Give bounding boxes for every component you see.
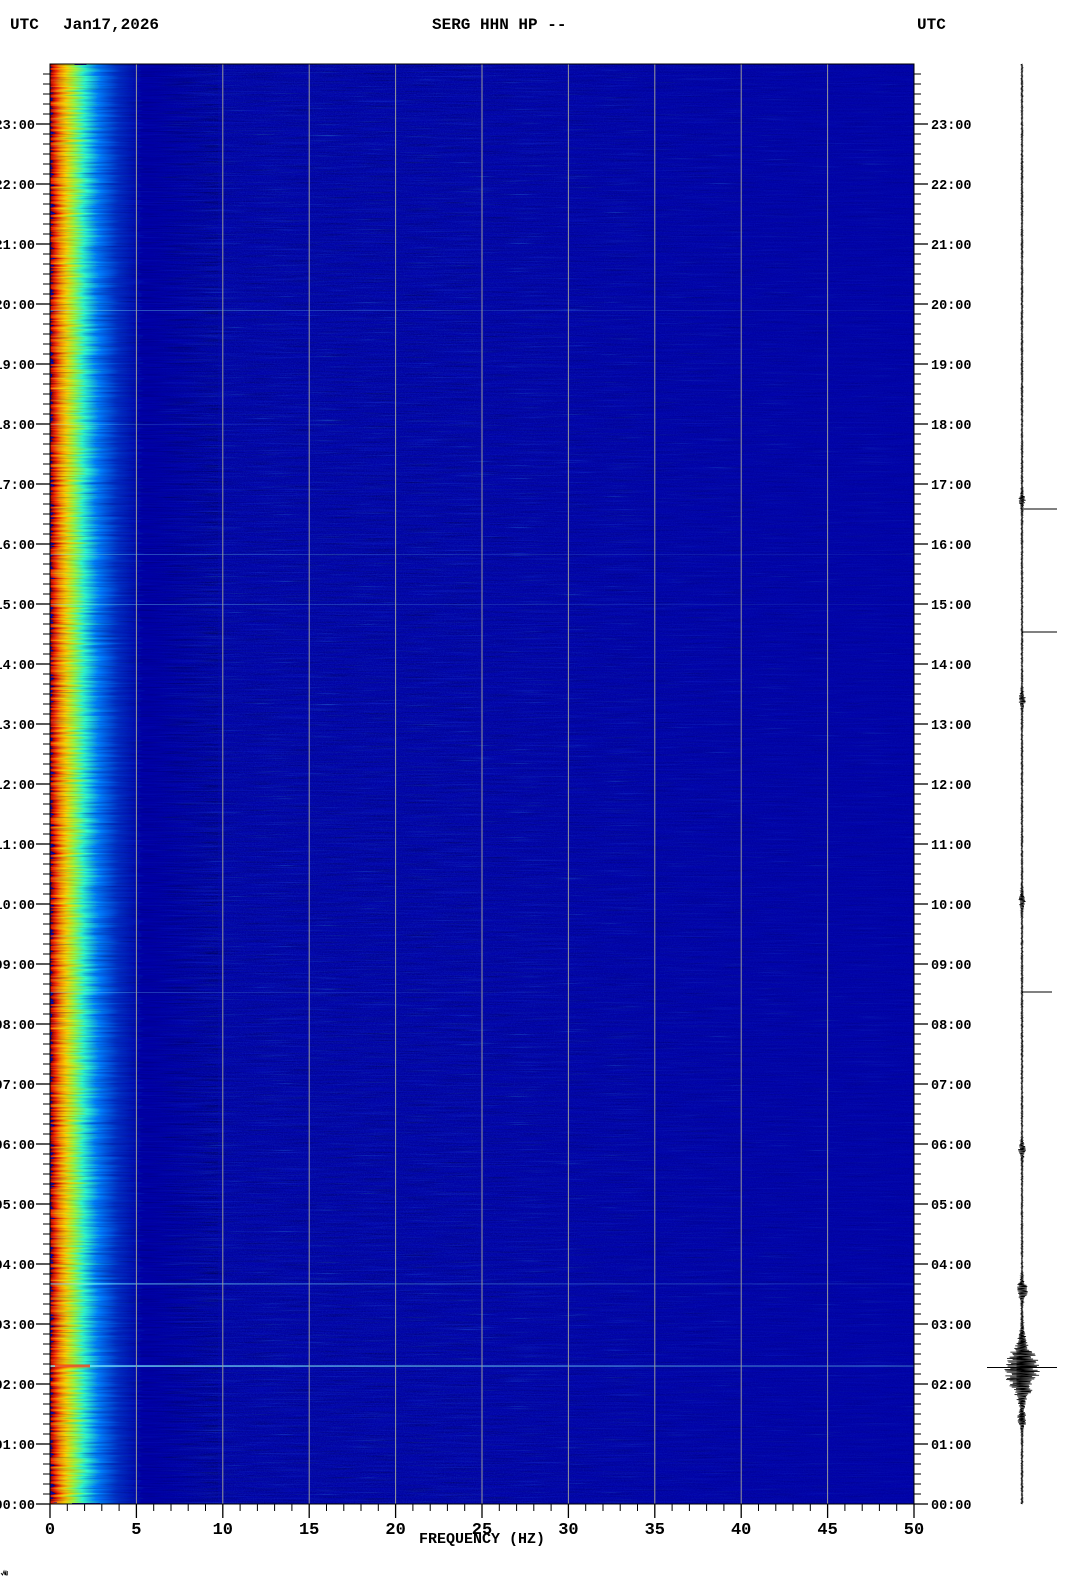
svg-text:15: 15 [299, 1521, 319, 1540]
svg-text:18:00: 18:00 [0, 419, 35, 434]
svg-text:SERG HHN HP --: SERG HHN HP -- [432, 16, 566, 34]
svg-text:03:00: 03:00 [0, 1319, 35, 1334]
svg-text:17:00: 17:00 [0, 479, 35, 494]
svg-text:50: 50 [904, 1521, 924, 1540]
svg-text:03:00: 03:00 [931, 1319, 972, 1334]
svg-text:07:00: 07:00 [0, 1079, 35, 1094]
svg-text:16:00: 16:00 [931, 539, 972, 554]
svg-text:22:00: 22:00 [0, 179, 35, 194]
svg-text:07:00: 07:00 [931, 1079, 972, 1094]
svg-text:10: 10 [213, 1521, 233, 1540]
svg-text:09:00: 09:00 [931, 959, 972, 974]
svg-text:19:00: 19:00 [931, 359, 972, 374]
svg-text:09:00: 09:00 [0, 959, 35, 974]
svg-text:13:00: 13:00 [931, 719, 972, 734]
svg-text:Jan17,2026: Jan17,2026 [63, 16, 159, 34]
svg-text:23:00: 23:00 [0, 119, 35, 134]
svg-text:04:00: 04:00 [0, 1259, 35, 1274]
svg-text:15:00: 15:00 [0, 599, 35, 614]
svg-text:06:00: 06:00 [0, 1139, 35, 1154]
svg-text:05:00: 05:00 [0, 1199, 35, 1214]
svg-text:02:00: 02:00 [931, 1379, 972, 1394]
svg-text:04:00: 04:00 [931, 1259, 972, 1274]
svg-text:02:00: 02:00 [0, 1379, 35, 1394]
svg-text:25: 25 [472, 1521, 492, 1540]
svg-text:17:00: 17:00 [931, 479, 972, 494]
svg-text:21:00: 21:00 [931, 239, 972, 254]
svg-text:UTC: UTC [917, 16, 946, 34]
svg-text:08:00: 08:00 [931, 1019, 972, 1034]
svg-text:01:00: 01:00 [931, 1439, 972, 1454]
svg-text:20: 20 [385, 1521, 405, 1540]
svg-text:5: 5 [131, 1521, 141, 1540]
svg-text:00:00: 00:00 [931, 1499, 972, 1514]
svg-text:12:00: 12:00 [0, 779, 35, 794]
svg-text:22:00: 22:00 [931, 179, 972, 194]
svg-text:35: 35 [645, 1521, 665, 1540]
svg-text:14:00: 14:00 [931, 659, 972, 674]
svg-text:10:00: 10:00 [0, 899, 35, 914]
svg-text:19:00: 19:00 [0, 359, 35, 374]
svg-text:21:00: 21:00 [0, 239, 35, 254]
svg-text:23:00: 23:00 [931, 119, 972, 134]
svg-text:10:00: 10:00 [931, 899, 972, 914]
svg-text:00:00: 00:00 [0, 1499, 35, 1514]
svg-text:13:00: 13:00 [0, 719, 35, 734]
svg-text:40: 40 [731, 1521, 751, 1540]
svg-text:06:00: 06:00 [931, 1139, 972, 1154]
svg-text:11:00: 11:00 [931, 839, 972, 854]
svg-text:20:00: 20:00 [931, 299, 972, 314]
svg-text:14:00: 14:00 [0, 659, 35, 674]
svg-text:UTC: UTC [10, 16, 39, 34]
svg-text:30: 30 [558, 1521, 578, 1540]
svg-text:11:00: 11:00 [0, 839, 35, 854]
svg-text:18:00: 18:00 [931, 419, 972, 434]
svg-text:05:00: 05:00 [931, 1199, 972, 1214]
svg-text:16:00: 16:00 [0, 539, 35, 554]
svg-text:01:00: 01:00 [0, 1439, 35, 1454]
svg-text:08:00: 08:00 [0, 1019, 35, 1034]
svg-text:0: 0 [45, 1521, 55, 1540]
svg-text:15:00: 15:00 [931, 599, 972, 614]
svg-text:45: 45 [817, 1521, 837, 1540]
svg-text:12:00: 12:00 [931, 779, 972, 794]
svg-text:20:00: 20:00 [0, 299, 35, 314]
